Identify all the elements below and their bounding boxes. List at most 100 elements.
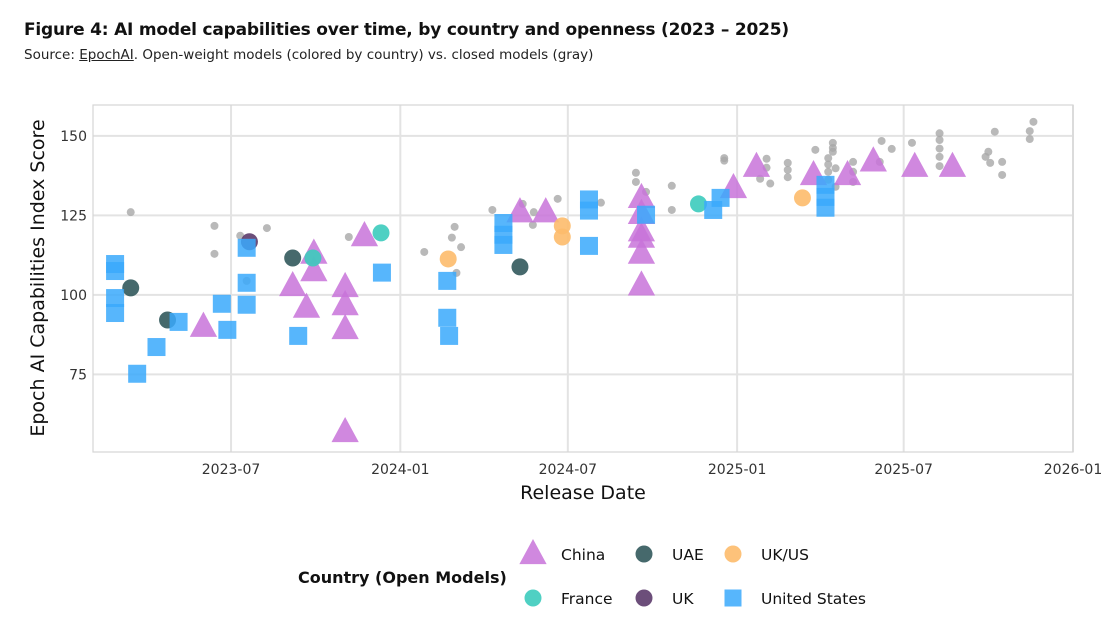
axis-ticks: 2023-07 2024-01 2024-07 2025-01 2025-07 2026-… xyxy=(60,129,1102,478)
closed-model-point xyxy=(907,138,916,147)
china-point xyxy=(627,222,656,248)
y-axis-label: Epoch AI Capabilities Index Score xyxy=(27,119,49,436)
china-point xyxy=(350,221,379,247)
closed-model-point xyxy=(553,194,562,203)
y-tick-label: 100 xyxy=(60,288,87,304)
china-point xyxy=(833,159,862,186)
united-states-point xyxy=(816,198,835,217)
plot-border xyxy=(92,104,1074,453)
legend-france-circle-icon xyxy=(524,589,542,607)
x-tick-label: 2026-01 xyxy=(1044,462,1103,478)
closed-model-point xyxy=(877,136,886,145)
uae-point xyxy=(122,279,140,297)
united-states-point xyxy=(289,326,308,345)
closed-model-point xyxy=(935,135,944,144)
legend-label: UK xyxy=(672,590,694,608)
united-states-point xyxy=(169,312,188,331)
y-tick-label: 75 xyxy=(69,367,87,383)
legend-china-triangle-icon xyxy=(519,538,547,565)
closed-model-point xyxy=(831,164,840,173)
closed-model-point xyxy=(986,158,995,167)
united-states-point xyxy=(106,289,125,308)
closed-model-point xyxy=(981,152,990,161)
closed-model-point xyxy=(631,177,640,186)
closed-model-point xyxy=(667,205,676,214)
closed-model-point xyxy=(783,173,792,182)
closed-model-point xyxy=(1025,135,1034,144)
x-tick-label: 2023-07 xyxy=(202,462,261,478)
uk-us-point xyxy=(793,189,811,207)
france-point xyxy=(689,195,707,213)
x-tick-label: 2025-01 xyxy=(708,462,767,478)
legend-label: United States xyxy=(761,590,866,608)
uae-point xyxy=(511,258,529,276)
closed-model-point xyxy=(262,224,271,233)
china-point xyxy=(189,311,218,337)
china-point xyxy=(627,238,656,264)
united-states-point xyxy=(128,364,147,383)
closed-model-point xyxy=(596,198,605,207)
closed-model-point xyxy=(126,208,135,217)
legend-title: Country (Open Models) xyxy=(298,568,507,587)
y-tick-label: 125 xyxy=(60,208,87,224)
france-point xyxy=(372,224,390,242)
closed-model-point xyxy=(824,154,833,163)
open-models-points xyxy=(106,146,967,443)
legend-label: China xyxy=(561,546,605,564)
closed-model-point xyxy=(849,157,858,166)
closed-model-point xyxy=(935,129,944,138)
closed-model-point xyxy=(935,144,944,153)
closed-model-point xyxy=(667,181,676,190)
china-point xyxy=(279,270,307,297)
closed-model-point xyxy=(420,247,429,256)
closed-model-point xyxy=(935,162,944,171)
legend: China UAE UK/US France UK United States xyxy=(519,538,866,608)
closed-model-point xyxy=(344,232,353,241)
closed-model-point xyxy=(528,220,537,229)
closed-model-point xyxy=(447,233,456,242)
x-tick-label: 2024-07 xyxy=(539,462,598,478)
closed-model-point xyxy=(887,144,896,153)
closed-model-point xyxy=(766,179,775,188)
uae-point xyxy=(284,249,302,267)
china-point xyxy=(331,313,359,340)
source-link[interactable]: EpochAI xyxy=(79,47,134,63)
legend-uk-us-circle-icon xyxy=(724,545,742,563)
closed-model-point xyxy=(1025,127,1034,136)
closed-model-point xyxy=(210,249,219,258)
united-states-point xyxy=(440,326,459,345)
closed-model-point xyxy=(457,243,466,252)
united-states-point xyxy=(237,295,256,314)
closed-model-point xyxy=(824,160,833,169)
united-states-point xyxy=(438,271,457,290)
closed-model-point xyxy=(631,168,640,177)
closed-model-point xyxy=(990,127,999,136)
closed-model-point xyxy=(998,170,1007,179)
united-states-point xyxy=(372,263,391,282)
china-point xyxy=(938,151,967,177)
closed-model-point xyxy=(488,205,497,214)
closed-model-point xyxy=(998,157,1007,166)
legend-united-states-square-icon xyxy=(724,589,742,607)
china-point xyxy=(300,256,328,282)
china-point xyxy=(742,151,771,177)
y-tick-label: 150 xyxy=(60,129,87,145)
china-point xyxy=(331,290,359,316)
united-states-point xyxy=(237,273,256,292)
subtitle-rest: . Open-weight models (colored by country… xyxy=(133,47,594,63)
united-states-point xyxy=(579,236,598,255)
china-point xyxy=(627,270,656,296)
united-states-point xyxy=(711,188,730,207)
closed-model-point xyxy=(783,158,792,167)
china-point xyxy=(331,416,359,443)
closed-model-point xyxy=(824,167,833,176)
figure-title: Figure 4: AI model capabilities over tim… xyxy=(24,20,789,40)
subtitle-prefix: Source: xyxy=(24,47,80,63)
figure-subtitle: Source: EpochAI. Open-weight models (col… xyxy=(24,47,593,63)
france-point xyxy=(304,249,322,267)
united-states-point xyxy=(237,238,256,257)
china-point xyxy=(532,197,560,223)
x-tick-label: 2025-07 xyxy=(874,462,933,478)
united-states-point xyxy=(212,294,231,313)
closed-model-point xyxy=(1029,117,1038,126)
